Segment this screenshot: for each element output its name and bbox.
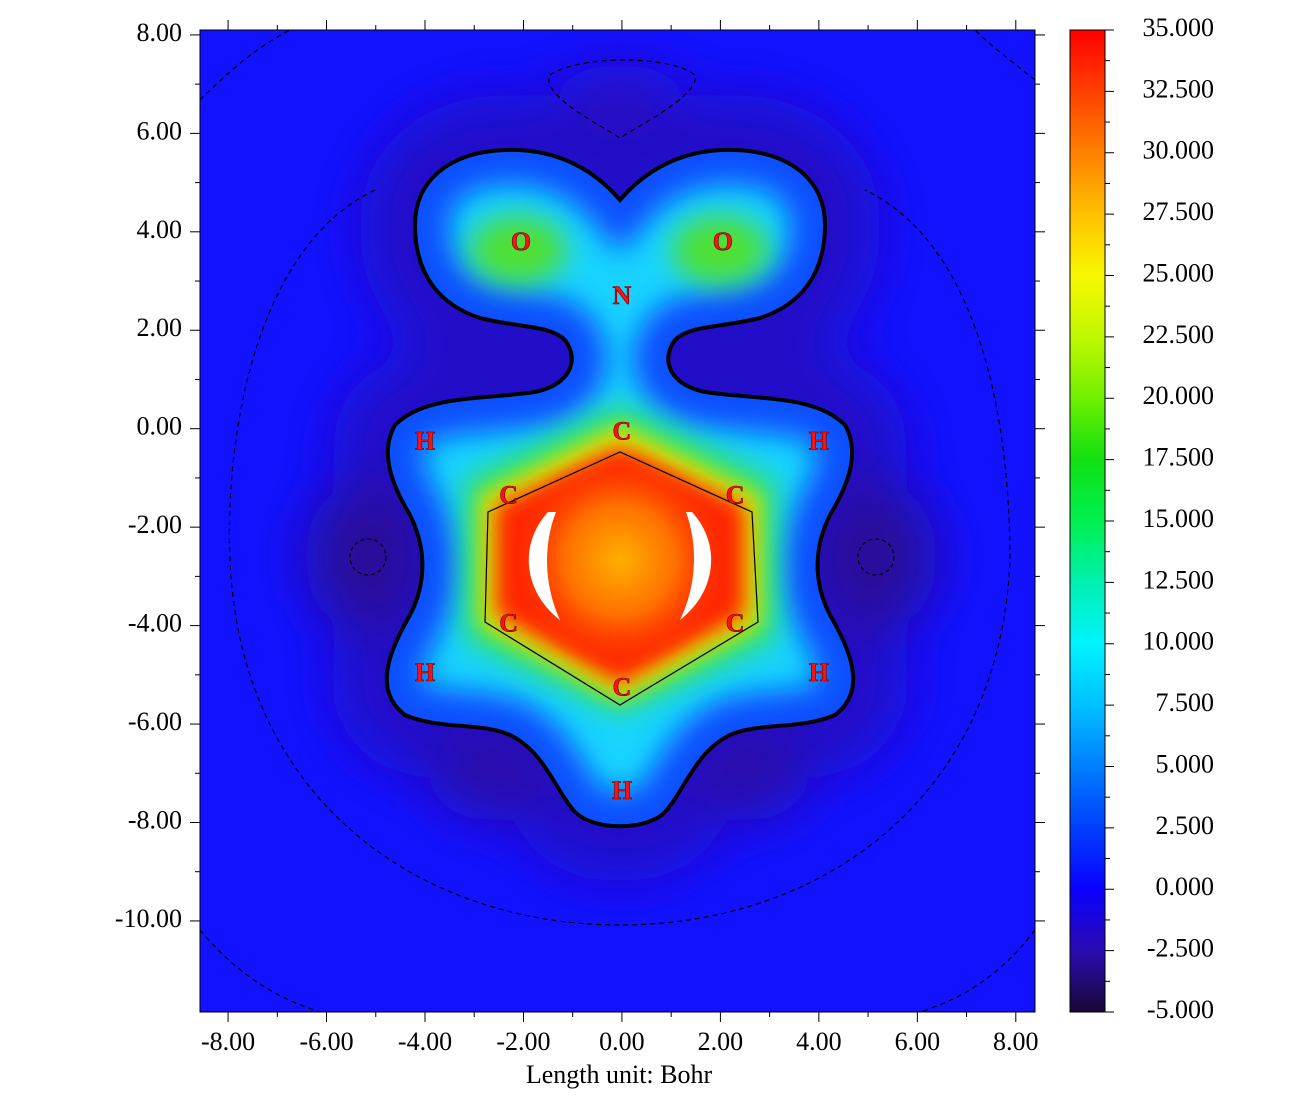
y-tick-label: 0.00 bbox=[137, 412, 183, 441]
x-tick-label: 6.00 bbox=[895, 1027, 941, 1056]
atom-label: C bbox=[499, 481, 518, 510]
x-tick-label: 2.00 bbox=[698, 1027, 744, 1056]
colorbar-tick-label: 17.500 bbox=[1143, 443, 1215, 472]
colorbar-tick-label: 15.000 bbox=[1143, 504, 1215, 533]
y-tick-label: 2.00 bbox=[137, 313, 183, 342]
atom-label: H bbox=[809, 658, 829, 687]
colorbar-tick-label: 22.500 bbox=[1143, 320, 1215, 349]
colorbar-tick-label: 27.500 bbox=[1143, 197, 1215, 226]
colorbar-tick-label: 2.500 bbox=[1156, 811, 1215, 840]
atom-label: N bbox=[613, 281, 632, 310]
y-tick-label: -4.00 bbox=[128, 609, 182, 638]
x-tick-label: -4.00 bbox=[398, 1027, 452, 1056]
y-tick-label: -10.00 bbox=[115, 904, 182, 933]
colorbar-tick-label: 32.500 bbox=[1143, 74, 1215, 103]
y-tick-label: 4.00 bbox=[137, 215, 183, 244]
colorbar-tick-label: 5.000 bbox=[1156, 749, 1215, 778]
colorbar-tick-label: 7.500 bbox=[1156, 688, 1215, 717]
x-axis-label: Length unit: Bohr bbox=[526, 1060, 713, 1089]
colorbar-tick-label: 30.000 bbox=[1143, 136, 1215, 165]
plot-frame bbox=[199, 29, 1036, 1013]
x-tick-label: -2.00 bbox=[496, 1027, 550, 1056]
potential-map bbox=[200, 30, 1035, 1012]
atom-label: H bbox=[415, 658, 435, 687]
atom-label: C bbox=[726, 481, 745, 510]
colorbar-tick-label: -5.000 bbox=[1147, 995, 1214, 1024]
x-tick-label: 0.00 bbox=[599, 1027, 645, 1056]
colorbar-tick-label: 10.000 bbox=[1143, 627, 1215, 656]
atom-label: C bbox=[613, 417, 632, 446]
colorbar-tick-label: -2.500 bbox=[1147, 934, 1214, 963]
y-tick-label: 8.00 bbox=[137, 18, 183, 47]
y-tick-label: 6.00 bbox=[137, 116, 183, 145]
atom-label: H bbox=[612, 776, 632, 805]
x-tick-label: 8.00 bbox=[993, 1027, 1039, 1056]
y-tick-label: -8.00 bbox=[128, 805, 182, 834]
colorbar-tick-label: 0.000 bbox=[1156, 872, 1215, 901]
y-tick-label: -6.00 bbox=[128, 707, 182, 736]
atom-label: H bbox=[415, 426, 435, 455]
atom-label: C bbox=[726, 609, 745, 638]
colorbar-tick-label: 35.000 bbox=[1143, 13, 1215, 42]
atom-label: C bbox=[613, 673, 632, 702]
x-tick-label: -8.00 bbox=[201, 1027, 255, 1056]
atom-label: C bbox=[499, 609, 518, 638]
atom-label: O bbox=[713, 227, 733, 256]
x-tick-label: -6.00 bbox=[299, 1027, 353, 1056]
colorbar-tick-label: 25.000 bbox=[1143, 258, 1215, 287]
atom-label: O bbox=[511, 227, 531, 256]
colorbar-tick-label: 12.500 bbox=[1143, 565, 1215, 594]
x-tick-label: 4.00 bbox=[796, 1027, 842, 1056]
atom-label: H bbox=[809, 426, 829, 455]
y-tick-label: -2.00 bbox=[128, 510, 182, 539]
colorbar-tick-label: 20.000 bbox=[1143, 381, 1215, 410]
colorbar bbox=[1069, 29, 1106, 1013]
